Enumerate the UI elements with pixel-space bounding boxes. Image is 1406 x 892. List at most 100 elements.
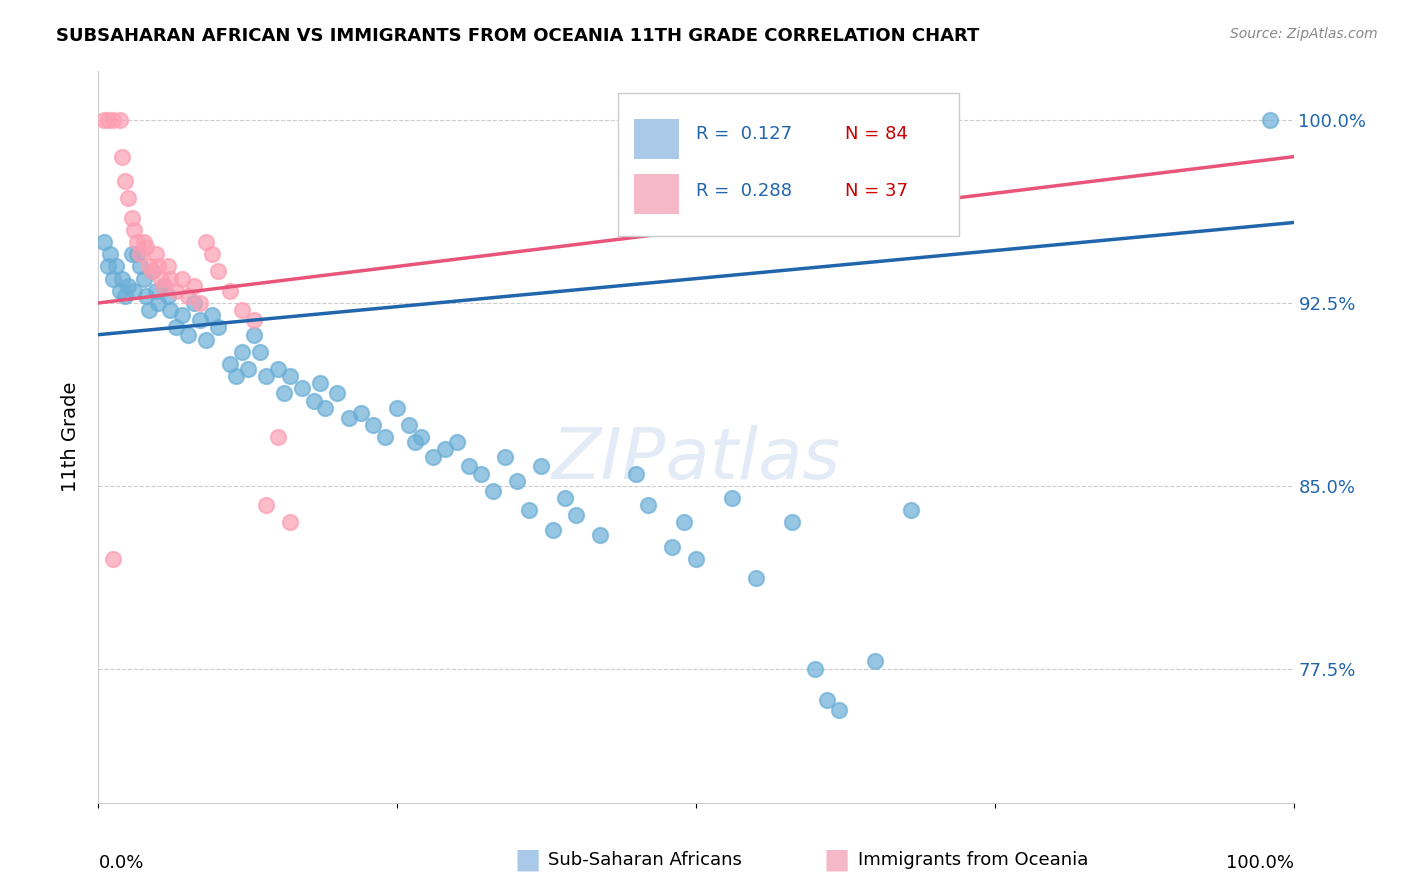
Point [97, 113, 120, 128]
Point [177, 288, 200, 302]
Point [780, 516, 803, 530]
Point [828, 703, 851, 717]
Text: ZIPatlas: ZIPatlas [551, 425, 841, 493]
Point [404, 434, 426, 449]
Point [93, 113, 115, 128]
Point [219, 284, 242, 298]
Point [458, 459, 481, 474]
Point [108, 284, 131, 298]
Text: Immigrants from Oceania: Immigrants from Oceania [858, 851, 1088, 869]
Point [308, 376, 330, 391]
Point [267, 361, 290, 376]
Point [326, 386, 349, 401]
Point [188, 313, 211, 327]
Point [207, 320, 229, 334]
Point [195, 333, 218, 347]
Text: SUBSAHARAN AFRICAN VS IMMIGRANTS FROM OCEANIA 11TH GRADE CORRELATION CHART: SUBSAHARAN AFRICAN VS IMMIGRANTS FROM OC… [56, 27, 980, 45]
Point [201, 247, 224, 261]
Point [153, 279, 176, 293]
Text: ■: ■ [824, 846, 849, 874]
Text: R =  0.127: R = 0.127 [696, 125, 792, 143]
Point [673, 516, 696, 530]
Point [121, 247, 143, 261]
Point [339, 410, 361, 425]
Point [481, 483, 505, 498]
Point [172, 308, 194, 322]
Point [434, 442, 457, 457]
Point [254, 369, 277, 384]
Point [188, 296, 211, 310]
Point [385, 401, 409, 415]
Point [165, 284, 187, 298]
Point [172, 271, 194, 285]
Point [145, 247, 167, 261]
Point [129, 260, 152, 274]
Point [745, 572, 768, 586]
Point [254, 499, 277, 513]
Point [278, 369, 301, 384]
Point [129, 247, 152, 261]
Text: 100.0%: 100.0% [1226, 854, 1294, 872]
Point [470, 467, 492, 481]
Point [565, 508, 588, 522]
Point [350, 406, 373, 420]
Point [183, 279, 205, 293]
Point [149, 271, 172, 285]
FancyBboxPatch shape [634, 119, 679, 159]
Point [225, 369, 247, 384]
Point [243, 327, 266, 342]
Point [1258, 113, 1281, 128]
Point [506, 474, 529, 488]
Point [111, 271, 134, 285]
Point [446, 434, 468, 449]
Point [422, 450, 444, 464]
Point [125, 247, 148, 261]
Point [132, 235, 155, 249]
Point [302, 393, 325, 408]
Text: N = 84: N = 84 [845, 125, 908, 143]
Text: Source: ZipAtlas.com: Source: ZipAtlas.com [1230, 27, 1378, 41]
Point [231, 344, 253, 359]
Point [589, 527, 612, 541]
Point [219, 357, 242, 371]
Point [125, 235, 148, 249]
Point [554, 491, 576, 505]
Point [121, 211, 143, 225]
Point [124, 284, 146, 298]
Point [111, 150, 134, 164]
Point [661, 540, 683, 554]
Point [494, 450, 516, 464]
Point [249, 344, 271, 359]
Point [124, 223, 146, 237]
Point [114, 288, 136, 302]
FancyBboxPatch shape [634, 174, 679, 214]
Point [177, 327, 200, 342]
Point [148, 296, 170, 310]
Point [398, 417, 420, 432]
Point [148, 260, 170, 274]
Point [865, 191, 887, 205]
Point [98, 247, 122, 261]
Point [108, 113, 131, 128]
Point [101, 113, 124, 128]
Point [101, 271, 124, 285]
Point [201, 308, 224, 322]
Point [114, 174, 136, 188]
Point [530, 459, 553, 474]
Point [207, 264, 229, 278]
Point [156, 260, 179, 274]
Point [267, 430, 290, 444]
Point [865, 654, 887, 668]
Point [685, 552, 707, 566]
Point [900, 503, 922, 517]
Point [243, 313, 266, 327]
Point [315, 401, 337, 415]
Point [97, 260, 120, 274]
Text: R =  0.288: R = 0.288 [696, 182, 792, 200]
Text: Sub-Saharan Africans: Sub-Saharan Africans [548, 851, 742, 869]
Point [183, 296, 205, 310]
Point [291, 381, 314, 395]
Point [517, 503, 540, 517]
Point [159, 271, 181, 285]
Point [141, 264, 163, 278]
